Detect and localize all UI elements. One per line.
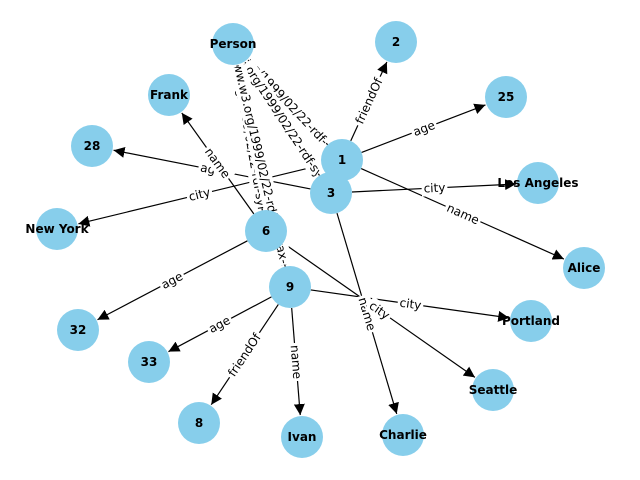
edge-label-text: city — [423, 180, 445, 195]
edge-label-text: name — [445, 201, 482, 228]
node-circle — [212, 23, 254, 65]
node-6: 6 — [245, 210, 287, 252]
node-3: 3 — [310, 172, 352, 214]
edge-label-background — [364, 296, 395, 325]
node-charlie: Charlie — [379, 414, 427, 456]
node-person: Person — [210, 23, 257, 65]
edge-label-background — [204, 311, 235, 338]
node-circle — [310, 172, 352, 214]
node-circle — [36, 208, 78, 250]
edge-label-friendof: friendOf — [222, 328, 267, 382]
node-circle — [178, 402, 220, 444]
node-circle — [57, 309, 99, 351]
node-circle — [510, 300, 552, 342]
edge-label-age: age — [408, 116, 440, 141]
node-alice: Alice — [563, 247, 605, 289]
node-2: 2 — [375, 21, 417, 63]
edge-label-background — [238, 58, 326, 179]
edge-label-name: name — [286, 342, 306, 382]
edge-label-text: city — [399, 296, 422, 313]
node-9: 9 — [269, 266, 311, 308]
node-28: 28 — [71, 125, 113, 167]
node-label: 28 — [84, 139, 101, 153]
node-8: 8 — [178, 402, 220, 444]
edge-label-city: city — [421, 179, 448, 197]
node-label: Person — [210, 37, 257, 51]
node-label: Charlie — [379, 428, 427, 442]
node-circle — [517, 162, 559, 204]
edge-label-text: friendOf — [225, 330, 264, 379]
node-label: 6 — [262, 224, 270, 238]
node-25: 25 — [485, 76, 527, 118]
edge-label-background — [185, 183, 214, 206]
node-33: 33 — [128, 341, 170, 383]
node-ivan: Ivan — [281, 416, 323, 458]
edge-label-background — [199, 142, 236, 184]
edge-label-name: name — [442, 198, 484, 230]
nodes-layer: Person 2 Frank 25 28 1 3 Los Angeles New York 6 Al… — [25, 21, 605, 458]
node-circle — [269, 266, 311, 308]
edge-label-friendof: friendOf — [350, 73, 388, 129]
node-seattle: Seattle — [469, 369, 518, 411]
node-frank: Frank — [148, 74, 190, 116]
node-label: 9 — [286, 280, 294, 294]
node-new-york: New York — [25, 208, 90, 250]
edge-label-city: city — [396, 294, 425, 314]
edge-label-age: age — [156, 267, 188, 294]
node-label: Ivan — [288, 430, 317, 444]
node-circle — [245, 210, 287, 252]
node-label: 33 — [141, 355, 158, 369]
node-circle — [71, 125, 113, 167]
node-label: Alice — [568, 261, 601, 275]
node-label: 1 — [338, 153, 346, 167]
edge-label-text: age — [411, 118, 437, 139]
node-label: Portland — [502, 314, 560, 328]
node-circle — [281, 416, 323, 458]
node-label: New York — [25, 222, 89, 236]
node-circle — [128, 341, 170, 383]
node-circle — [148, 74, 190, 116]
node-portland: Portland — [502, 300, 560, 342]
node-circle — [321, 139, 363, 181]
node-32: 32 — [57, 309, 99, 351]
edge-label-background — [350, 73, 388, 129]
edge-label-background — [156, 267, 188, 294]
edge-label-age: age — [204, 311, 235, 338]
edge-label-background — [353, 293, 381, 335]
edge-label-text: name — [288, 344, 305, 379]
node-circle — [563, 247, 605, 289]
edge-label-background — [222, 328, 267, 382]
node-label: Los Angeles — [497, 176, 578, 190]
node-label: Frank — [150, 88, 189, 102]
node-circle — [472, 369, 514, 411]
edge-label-background — [408, 116, 440, 141]
node-1: 1 — [321, 139, 363, 181]
edge-label-text: city — [187, 185, 211, 204]
node-circle — [382, 414, 424, 456]
node-label: 32 — [70, 323, 87, 337]
node-label: Seattle — [469, 383, 518, 397]
node-los-angeles: Los Angeles — [497, 162, 579, 204]
node-label: 2 — [392, 35, 400, 49]
node-label: 3 — [327, 186, 335, 200]
edge-label-background — [421, 179, 448, 197]
node-circle — [485, 76, 527, 118]
node-circle — [375, 21, 417, 63]
edge-label-city: city — [185, 183, 214, 206]
node-label: 8 — [195, 416, 203, 430]
edge-label-background — [442, 198, 484, 230]
edge-label-background — [286, 342, 306, 382]
node-label: 25 — [498, 90, 515, 104]
edge-label-background — [396, 294, 425, 314]
